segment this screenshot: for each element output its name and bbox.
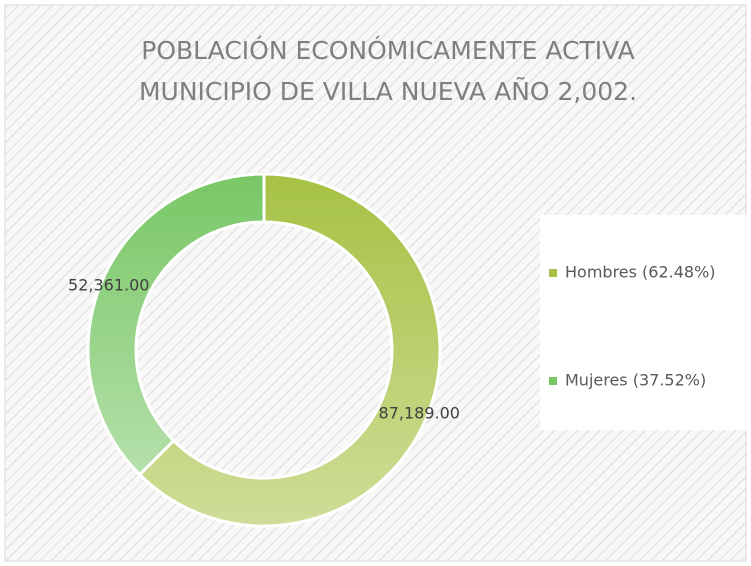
donut-slice xyxy=(86,172,266,477)
data-label: 52,361.00 xyxy=(68,275,149,294)
legend-label: Mujeres (37.52%) xyxy=(565,371,706,390)
chart-title: POBLACIÓN ECONÓMICAMENTE ACTIVA xyxy=(141,35,634,65)
donut-hole xyxy=(136,222,392,478)
legend-box xyxy=(540,215,751,430)
legend-label: Hombres (62.48%) xyxy=(565,263,716,282)
donut-slice xyxy=(137,172,442,528)
chart-title: MUNICIPIO DE VILLA NUEVA AÑO 2,002. xyxy=(139,76,637,106)
legend-marker xyxy=(549,377,557,385)
data-label: 87,189.00 xyxy=(379,404,460,423)
legend-marker xyxy=(549,269,557,277)
